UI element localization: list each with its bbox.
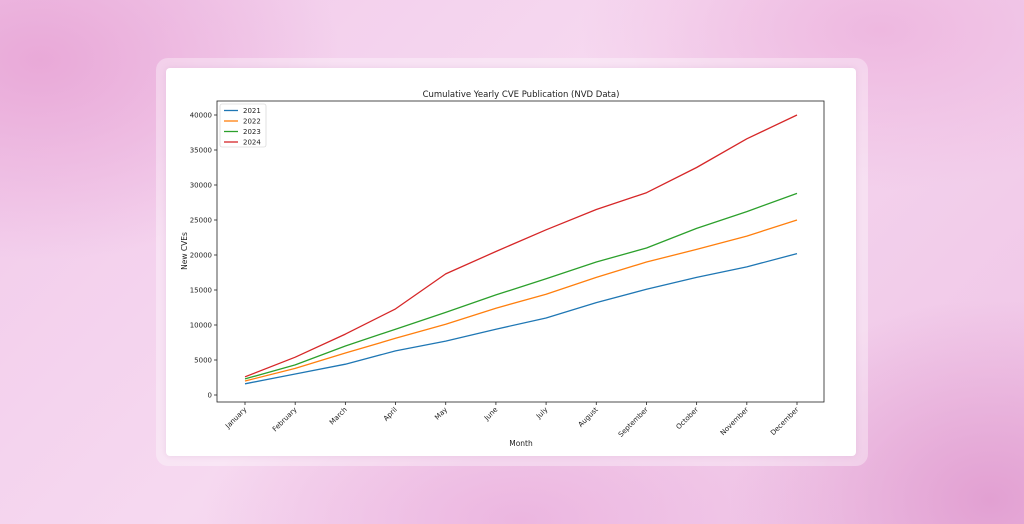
y-tick-label: 30000 bbox=[190, 182, 212, 190]
series-line-2021 bbox=[244, 252, 798, 385]
x-tick-label: September bbox=[617, 406, 650, 439]
chart-card bbox=[166, 68, 856, 456]
y-tick-label: 35000 bbox=[190, 147, 212, 155]
x-tick-label: December bbox=[769, 406, 800, 437]
y-tick-label: 20000 bbox=[190, 252, 212, 260]
x-tick-label: August bbox=[577, 406, 600, 429]
x-tick-label: January bbox=[223, 406, 248, 431]
series-line-2024 bbox=[244, 114, 798, 378]
y-axis-label: New CVEs bbox=[180, 232, 189, 270]
series-line-2023 bbox=[244, 192, 798, 380]
x-tick-label: November bbox=[719, 406, 750, 437]
y-tick-label: 10000 bbox=[190, 322, 212, 330]
series-lines bbox=[244, 114, 798, 385]
legend-label-2021: 2021 bbox=[243, 107, 261, 115]
y-tick-label: 25000 bbox=[190, 217, 212, 225]
y-tick-label: 40000 bbox=[190, 112, 212, 120]
series-line-2022 bbox=[244, 219, 798, 382]
x-tick-label: June bbox=[482, 406, 499, 423]
chart-title: Cumulative Yearly CVE Publication (NVD D… bbox=[423, 90, 620, 100]
x-tick-label: July bbox=[534, 406, 549, 421]
x-axis-label: Month bbox=[509, 439, 533, 448]
x-tick-label: October bbox=[675, 406, 701, 432]
y-tick-label: 15000 bbox=[190, 287, 212, 295]
legend-box bbox=[219, 103, 267, 148]
x-tick-label: April bbox=[382, 406, 399, 423]
legend-label-2022: 2022 bbox=[243, 118, 261, 126]
legend: 2021 2022 2023 2024 bbox=[219, 103, 267, 148]
y-axis-ticks: 0 5000 10000 15000 20000 25000 30000 35000 40000 bbox=[190, 112, 217, 400]
x-axis-ticks: January February March April May June July Augu… bbox=[223, 402, 800, 439]
legend-label-2024: 2024 bbox=[243, 139, 261, 147]
x-tick-label: February bbox=[271, 406, 299, 434]
y-tick-label: 5000 bbox=[194, 357, 212, 365]
legend-label-2023: 2023 bbox=[243, 128, 261, 136]
plot-frame bbox=[216, 100, 825, 403]
x-tick-label: March bbox=[328, 406, 349, 427]
x-tick-label: May bbox=[433, 406, 449, 422]
y-tick-label: 0 bbox=[208, 392, 212, 400]
